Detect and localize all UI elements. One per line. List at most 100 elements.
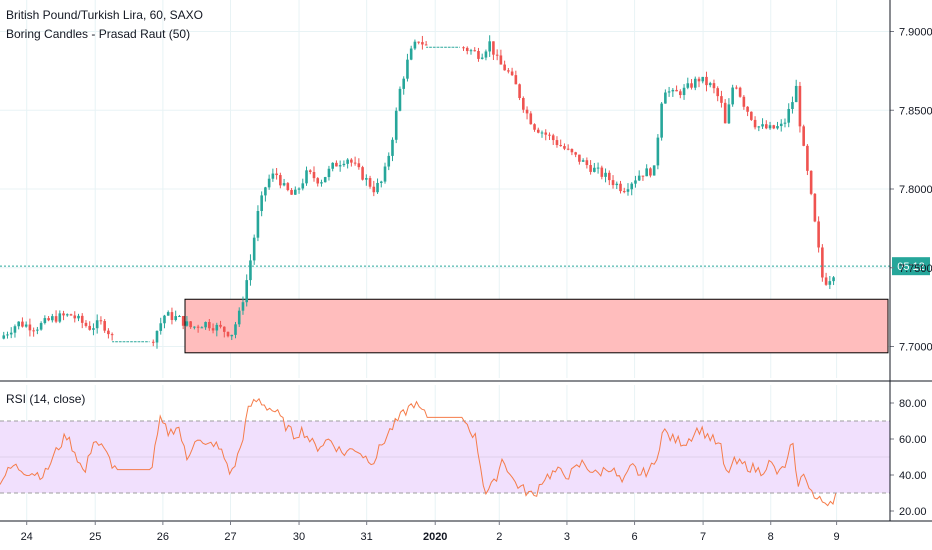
indicator-title[interactable]: Boring Candles - Prasad Raut (50) xyxy=(6,27,191,41)
candle-body xyxy=(828,281,832,285)
candle-body xyxy=(95,320,99,329)
candle-body xyxy=(394,110,398,140)
candle-body xyxy=(417,41,420,43)
candle-body xyxy=(170,312,174,320)
candle-body xyxy=(9,332,13,335)
candle-body xyxy=(686,83,690,88)
candle-body xyxy=(51,316,54,321)
candle-body xyxy=(753,119,757,128)
candle-body xyxy=(779,123,783,127)
current-price-label: 05:12 xyxy=(897,261,925,273)
candle-body xyxy=(536,129,540,133)
rsi-tick-label: 60.00 xyxy=(899,434,927,446)
candle-body xyxy=(480,57,484,59)
candle-body xyxy=(166,312,170,316)
candle-body xyxy=(772,125,776,129)
candle-body xyxy=(155,330,159,343)
candle-body xyxy=(783,122,787,124)
candle-body xyxy=(398,88,402,111)
candle-body xyxy=(787,108,791,123)
candle-body xyxy=(237,310,241,325)
candle-body xyxy=(555,140,559,146)
candle-body xyxy=(626,189,630,192)
candle-body xyxy=(514,75,518,85)
candle-body xyxy=(817,221,820,248)
candle-body xyxy=(484,51,488,58)
candle-body xyxy=(533,124,536,130)
candle-body xyxy=(682,87,686,96)
candle-body xyxy=(260,195,263,212)
candle-body xyxy=(798,85,802,127)
candle-body xyxy=(656,137,660,166)
candle-body xyxy=(368,178,372,187)
candle-body xyxy=(361,167,364,180)
candle-body xyxy=(559,145,562,147)
time-tick-label: 31 xyxy=(361,531,373,543)
candle-body xyxy=(465,47,469,52)
candle-body xyxy=(28,324,32,331)
candle-body xyxy=(746,106,749,112)
candle-body xyxy=(110,334,114,336)
candle-body xyxy=(421,42,424,45)
candle-body xyxy=(723,102,727,124)
candle-body xyxy=(234,324,237,335)
candle-body xyxy=(99,320,103,322)
candle-body xyxy=(226,331,230,337)
candle-body xyxy=(503,64,506,71)
rsi-line xyxy=(0,397,837,507)
candle-body xyxy=(806,145,809,171)
time-tick-label: 8 xyxy=(768,531,774,543)
candle-body xyxy=(264,187,267,196)
time-tick-label: 7 xyxy=(700,531,706,543)
candle-body xyxy=(581,160,585,162)
candle-body xyxy=(634,180,637,184)
candle-body xyxy=(593,167,596,172)
candle-body xyxy=(189,321,192,328)
candle-body xyxy=(13,326,17,333)
candle-body xyxy=(58,313,62,322)
candle-body xyxy=(151,341,155,343)
candle-body xyxy=(47,318,50,321)
candle-body xyxy=(600,167,604,177)
candle-body xyxy=(731,87,734,105)
candle-body xyxy=(84,322,88,326)
candle-body xyxy=(540,132,544,134)
candle-body xyxy=(402,78,406,89)
candle-body xyxy=(24,324,28,327)
candle-body xyxy=(372,186,376,193)
rsi-tick-label: 40.00 xyxy=(899,470,927,482)
candle-body xyxy=(667,91,671,93)
candle-body xyxy=(267,178,271,188)
candle-body xyxy=(230,334,234,337)
candle-body xyxy=(305,170,308,184)
candle-body xyxy=(208,322,211,329)
time-tick-label: 26 xyxy=(157,531,169,543)
candle-body xyxy=(103,321,106,331)
price-tick-label: 7.8500 xyxy=(899,105,932,117)
candle-body xyxy=(204,322,207,328)
time-tick-label: 30 xyxy=(293,531,305,543)
candle-body xyxy=(357,163,361,168)
candle-body xyxy=(802,126,805,146)
candle-body xyxy=(249,260,252,281)
candle-body xyxy=(761,124,764,127)
candle-body xyxy=(518,84,521,99)
candle-body xyxy=(331,162,334,169)
candle-body xyxy=(316,178,320,184)
candle-body xyxy=(832,277,835,282)
candle-body xyxy=(271,173,275,179)
boring-candle-zone xyxy=(184,298,889,354)
candle-body xyxy=(675,89,678,92)
rsi-title[interactable]: RSI (14, close) xyxy=(6,392,86,406)
candle-body xyxy=(181,316,185,326)
symbol-title[interactable]: British Pound/Turkish Lira, 60, SAXO xyxy=(6,8,203,22)
candle-body xyxy=(596,167,600,169)
candle-body xyxy=(622,191,626,193)
candle-body xyxy=(275,173,278,176)
candle-body xyxy=(551,135,555,141)
candle-body xyxy=(735,87,738,89)
candle-body xyxy=(604,172,607,177)
candle-body xyxy=(570,148,574,153)
candle-body xyxy=(727,104,731,124)
candle-body xyxy=(409,48,413,60)
